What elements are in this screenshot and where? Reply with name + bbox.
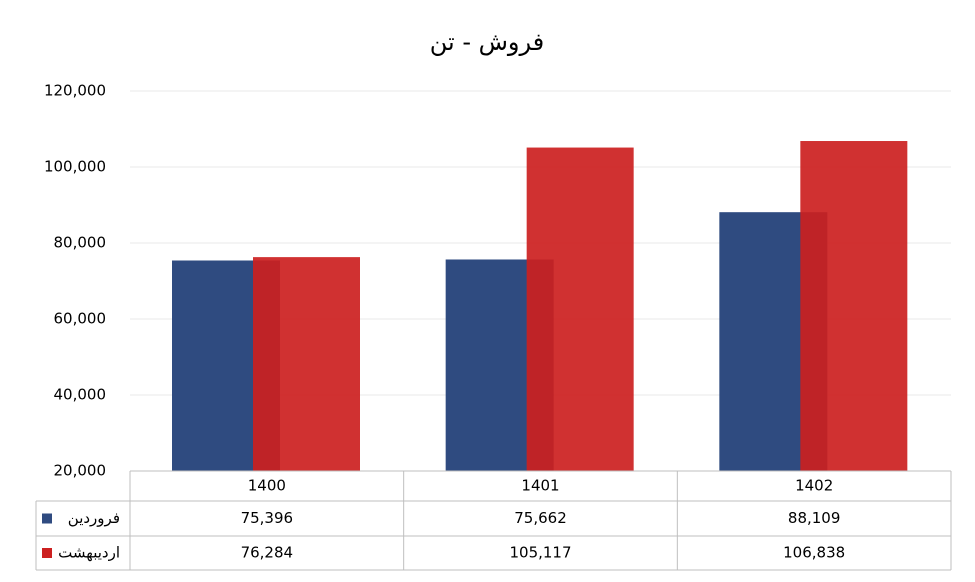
y-tick-label: 40,000: [54, 386, 107, 404]
table-value: 88,109: [788, 509, 841, 527]
y-tick-label: 80,000: [54, 234, 107, 252]
x-tick-label: 1400: [248, 477, 286, 495]
table-value: 76,284: [241, 544, 294, 562]
bar: [526, 147, 634, 471]
table-value: 105,117: [509, 544, 571, 562]
x-tick-label: 1401: [521, 477, 559, 495]
legend-label: فروردین: [68, 509, 120, 527]
y-tick-label: 60,000: [54, 310, 107, 328]
y-tick-label: 100,000: [44, 158, 106, 176]
table-value: 106,838: [783, 544, 845, 562]
chart-title: فروش - تن: [430, 28, 544, 56]
y-tick-label: 20,000: [54, 462, 107, 480]
legend-key: [42, 513, 52, 524]
table-value: 75,396: [241, 509, 294, 527]
x-tick-label: 1402: [795, 477, 833, 495]
bar: [253, 257, 360, 471]
table-value: 75,662: [514, 509, 567, 527]
bar: [800, 141, 908, 471]
y-tick-label: 120,000: [44, 82, 106, 100]
legend-label: اردیبهشت: [58, 544, 120, 562]
legend-key: [42, 548, 52, 558]
